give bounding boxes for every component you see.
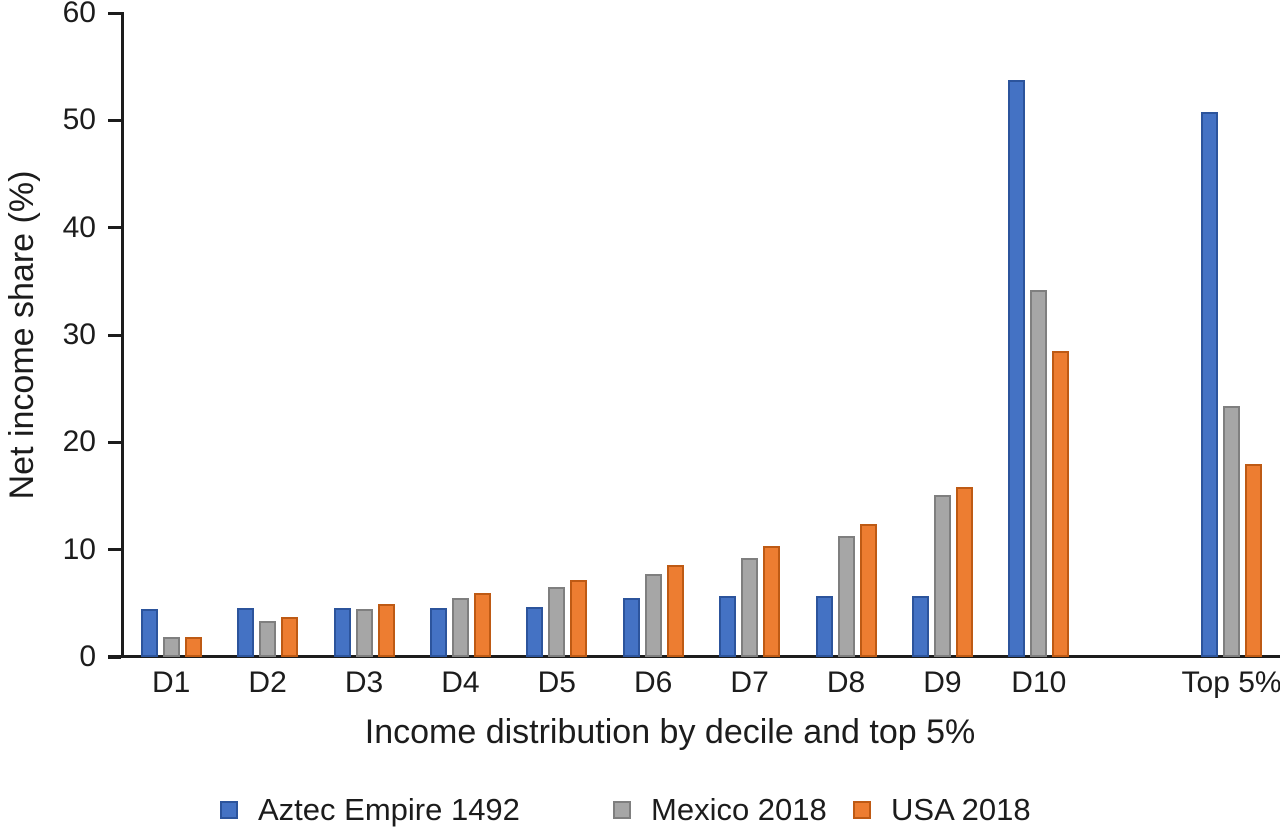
- x-tick-label-d5: D5: [537, 666, 576, 699]
- y-axis-line: [121, 12, 124, 658]
- bar-mexico-2018-d2: [259, 620, 277, 657]
- legend-label-aztec-empire-1492: Aztec Empire 1492: [258, 792, 520, 827]
- bar-usa-2018-d3: [377, 604, 395, 657]
- x-axis-line: [108, 655, 1280, 658]
- bar-usa-2018-d7: [763, 546, 781, 657]
- x-tick-label-d9: D9: [923, 666, 962, 699]
- bar-usa-2018-d4: [473, 592, 491, 657]
- x-tick-label-top-5: Top 5%: [1181, 666, 1280, 699]
- y-tick-label-40: 40: [62, 210, 96, 244]
- y-tick-label-0: 0: [79, 640, 96, 673]
- bar-mexico-2018-d9: [933, 494, 951, 657]
- y-tick-label-10: 10: [62, 532, 96, 566]
- y-tick-label-30: 30: [62, 318, 96, 351]
- x-tick-label-d2: D2: [248, 666, 287, 699]
- bar-mexico-2018-d7: [741, 558, 759, 657]
- bar-usa-2018-d9: [955, 487, 973, 657]
- y-tick-mark-20: [108, 440, 121, 444]
- bar-usa-2018-d10: [1052, 351, 1070, 657]
- bar-mexico-2018-d4: [451, 597, 469, 657]
- x-tick-label-d8: D8: [826, 666, 866, 699]
- legend-label-mexico-2018: Mexico 2018: [651, 792, 827, 827]
- x-tick-label-d7: D7: [730, 666, 769, 699]
- y-tick-mark-40: [108, 226, 121, 230]
- bar-usa-2018-d8: [859, 523, 877, 657]
- bar-mexico-2018-d3: [355, 608, 373, 657]
- legend-item-mexico-2018: Mexico 2018: [613, 792, 827, 828]
- bar-aztec-empire-1492-top-5: [1201, 111, 1219, 657]
- bar-mexico-2018-d8: [837, 535, 855, 657]
- bar-usa-2018-d6: [666, 564, 684, 657]
- y-tick-mark-0: [108, 655, 121, 659]
- bar-usa-2018-top-5: [1245, 463, 1263, 657]
- bar-aztec-empire-1492-d3: [333, 607, 351, 657]
- y-tick-label-60: 60: [62, 0, 96, 29]
- x-tick-label-d1: D1: [152, 666, 191, 699]
- y-tick-mark-10: [108, 548, 121, 552]
- bar-aztec-empire-1492-d7: [719, 595, 737, 657]
- bar-mexico-2018-d5: [548, 587, 566, 657]
- x-tick-label-d10: D10: [1011, 666, 1067, 699]
- bar-usa-2018-d1: [184, 636, 202, 657]
- bar-aztec-empire-1492-d8: [815, 595, 833, 657]
- bar-aztec-empire-1492-d10: [1008, 79, 1026, 657]
- bar-usa-2018-d2: [281, 617, 299, 657]
- legend-item-usa-2018: USA 2018: [853, 792, 1031, 828]
- y-tick-mark-50: [108, 118, 121, 122]
- x-tick-label-d4: D4: [441, 666, 480, 699]
- bar-aztec-empire-1492-d5: [526, 606, 544, 657]
- x-tick-label-d3: D3: [344, 666, 384, 699]
- x-axis-title: Income distribution by decile and top 5%: [364, 713, 976, 751]
- x-tick-label-d6: D6: [634, 666, 673, 699]
- legend-swatch-aztec-empire-1492: [220, 801, 238, 819]
- bar-aztec-empire-1492-d4: [429, 607, 447, 657]
- bar-aztec-empire-1492-d6: [622, 597, 640, 657]
- y-tick-label-20: 20: [62, 425, 96, 459]
- legend-swatch-mexico-2018: [613, 801, 631, 819]
- y-tick-label-50: 50: [62, 103, 96, 137]
- legend-label-usa-2018: USA 2018: [891, 792, 1031, 827]
- bar-aztec-empire-1492-d2: [237, 607, 255, 657]
- bar-mexico-2018-top-5: [1223, 405, 1241, 657]
- bar-mexico-2018-d1: [162, 636, 180, 657]
- legend-swatch-usa-2018: [853, 801, 871, 819]
- bar-mexico-2018-d10: [1030, 289, 1048, 657]
- bar-mexico-2018-d6: [644, 574, 662, 657]
- legend-item-aztec-empire-1492: Aztec Empire 1492: [220, 792, 520, 828]
- y-tick-mark-30: [108, 333, 121, 337]
- bar-aztec-empire-1492-d9: [911, 595, 929, 657]
- bar-usa-2018-d5: [570, 579, 588, 657]
- bar-aztec-empire-1492-d1: [140, 608, 158, 657]
- y-tick-mark-60: [108, 11, 121, 15]
